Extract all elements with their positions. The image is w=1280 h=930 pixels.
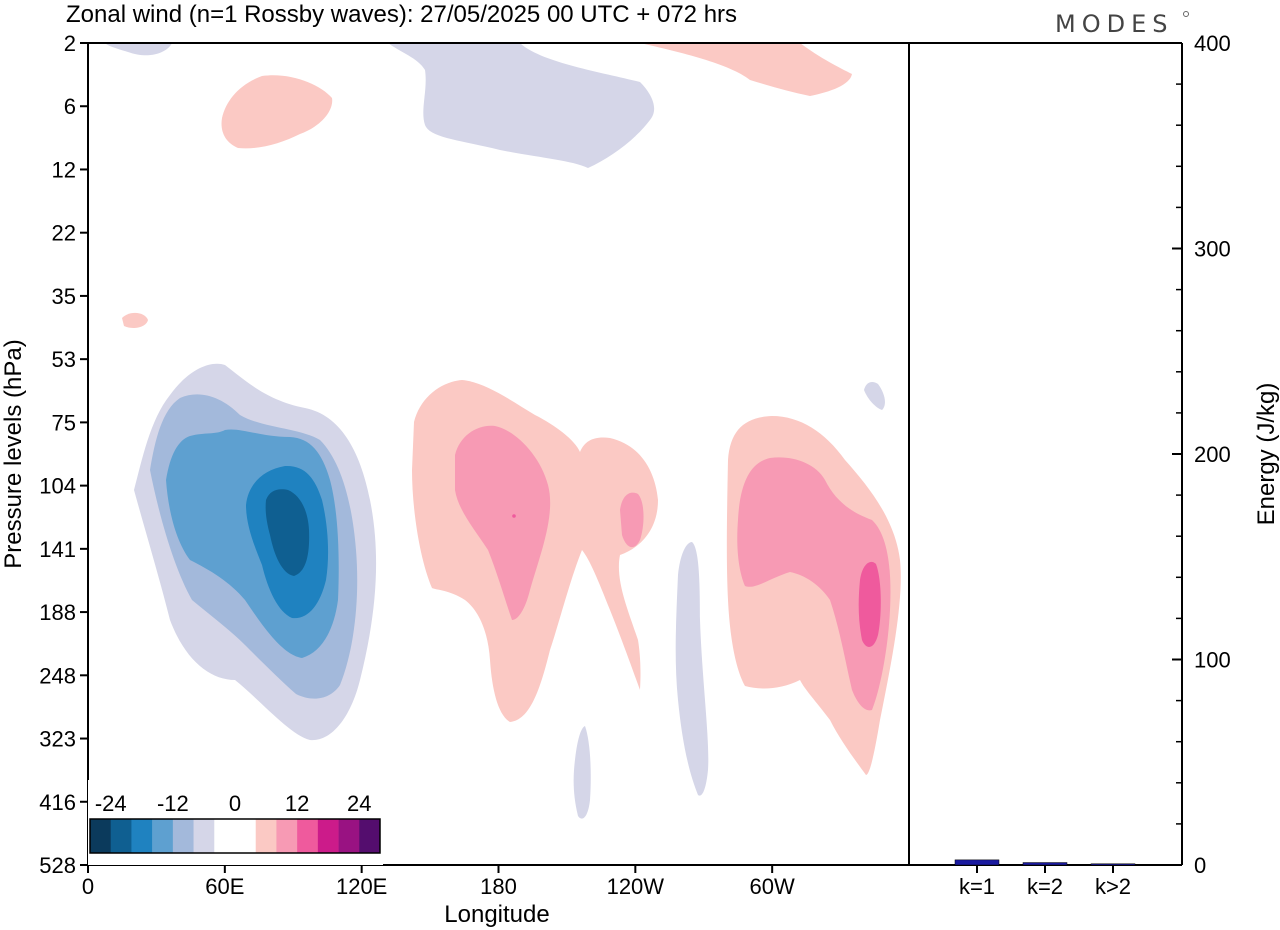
colorbar-tick-label: -12 (157, 791, 189, 816)
y-tick-label: 248 (39, 663, 76, 688)
contour-pos-small-blob (122, 312, 148, 328)
modes-logo: MODES (1055, 10, 1173, 38)
contour-neg-top-center (388, 43, 655, 168)
energy-tick-label: 400 (1194, 31, 1231, 56)
x-tick-label: 120W (607, 874, 665, 899)
y-tick-label: 528 (39, 853, 76, 878)
colorbar-cell (276, 819, 298, 853)
colorbar-cell (317, 819, 339, 853)
energy-tick-label: 300 (1194, 237, 1231, 262)
x-tick-label: 180 (480, 874, 517, 899)
contour-pos-dot (512, 514, 516, 518)
contour-neg-vertical-streak (675, 542, 709, 796)
energy-tick-label: 0 (1194, 853, 1206, 878)
y-axis-label: Pressure levels (hPa) (0, 339, 27, 568)
contour-pos-center-inner (455, 425, 551, 620)
wavenumber-tick-label: k>2 (1095, 874, 1131, 899)
wavenumber-tick-label: k=2 (1027, 874, 1063, 899)
y-tick-label: 35 (52, 284, 76, 309)
contour-pos-upper-left (221, 75, 333, 149)
contour-plot (87, 42, 910, 866)
colorbar-cell (297, 819, 319, 853)
y-tick-label: 416 (39, 790, 76, 815)
contour-pos-top-right (640, 43, 852, 96)
x-tick-label: 120E (336, 874, 387, 899)
logo-copyright-mark (1183, 11, 1189, 17)
y-tick-label: 22 (52, 221, 76, 246)
contour-pos-right-core (858, 561, 881, 647)
y-tick-label: 75 (52, 410, 76, 435)
contour-neg-core (265, 489, 310, 576)
colorbar-cell (255, 819, 277, 853)
colorbar-cell (214, 819, 236, 853)
contour-neg-small-streak (573, 726, 591, 819)
energy-tick-label: 100 (1194, 648, 1231, 673)
colorbar-cell (110, 819, 132, 853)
y-tick-label: 6 (64, 94, 76, 119)
colorbar-ticks: -24 -12 0 12 24 (95, 791, 372, 816)
y-tick-label: 323 (39, 727, 76, 752)
energy-axis-label: Energy (J/kg) (1253, 383, 1280, 526)
energy-bars (954, 859, 1136, 866)
energy-bar (1022, 862, 1068, 866)
contour-neg-top-left (105, 43, 172, 56)
energy-panel: 0 100 200 300 400 k=1 k=2 k>2 Energy (J/kg) (909, 31, 1280, 899)
energy-axis: 0 100 200 300 400 (1172, 31, 1231, 878)
y-tick-label: 12 (52, 157, 76, 182)
energy-bar (1090, 863, 1136, 866)
y-tick-label: 53 (52, 347, 76, 372)
longitude-axis: 0 60E 120E 180 120W 60W (82, 865, 795, 899)
colorbar-cell (152, 819, 174, 853)
energy-tick-label: 200 (1194, 442, 1231, 467)
y-tick-label: 188 (39, 600, 76, 625)
colorbar-cell (90, 819, 112, 853)
colorbar-cell (359, 819, 381, 853)
x-tick-label: 60W (750, 874, 795, 899)
contour-pos-right-inner (737, 457, 891, 711)
chart-title: Zonal wind (n=1 Rossby waves): 27/05/202… (66, 1, 737, 28)
colorbar-tick-label: 12 (285, 791, 309, 816)
y-tick-label: 104 (39, 474, 76, 499)
colorbar-tick-label: 24 (347, 791, 371, 816)
x-axis-label: Longitude (444, 901, 549, 928)
energy-bar (954, 859, 1000, 866)
colorbar-cell (338, 819, 360, 853)
y-tick-label: 141 (39, 537, 76, 562)
colorbar-cell (193, 819, 215, 853)
wavenumber-tick-label: k=1 (959, 874, 995, 899)
colorbar-cell (235, 819, 257, 853)
wavenumber-axis: k=1 k=2 k>2 (959, 865, 1131, 899)
colorbar-cell (131, 819, 153, 853)
x-tick-label: 60E (205, 874, 244, 899)
x-tick-label: 0 (82, 874, 94, 899)
colorbar: -24 -12 0 12 24 (88, 780, 383, 865)
colorbar-tick-label: -24 (95, 791, 127, 816)
y-tick-label: 2 (64, 31, 76, 56)
pressure-axis: 2 6 12 22 35 53 75 104 141 188 248 323 416 528 (39, 31, 88, 878)
contour-neg-right-small (864, 382, 885, 410)
contour-pos-center-small (620, 492, 644, 548)
colorbar-cell (172, 819, 194, 853)
colorbar-frame (89, 818, 381, 854)
colorbar-cells (90, 819, 381, 853)
colorbar-tick-label: 0 (229, 791, 241, 816)
